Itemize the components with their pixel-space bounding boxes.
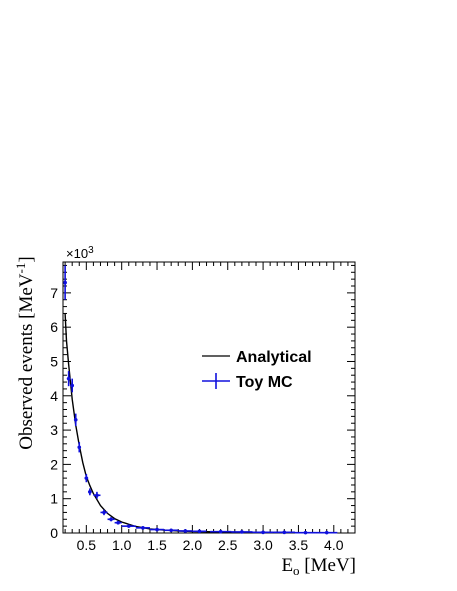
y-tick-label: 3 <box>50 422 58 438</box>
toymc-marker <box>95 493 99 498</box>
toymc-marker <box>73 417 78 422</box>
legend-label-toymc: Toy MC <box>236 374 293 391</box>
toymc-point <box>231 530 253 534</box>
x-tick-label: 2.5 <box>218 537 238 553</box>
y-tick-label: 0 <box>50 525 58 541</box>
toymc-point <box>135 526 150 530</box>
toymc-point <box>178 529 193 533</box>
y-tick-label: 2 <box>50 456 58 472</box>
toymc-marker <box>303 530 308 535</box>
series-layer <box>63 265 338 535</box>
toymc-point <box>121 524 136 528</box>
toymc-point <box>149 527 165 532</box>
y-multiplier: ×103 <box>66 245 94 261</box>
legend-label-analytical: Analytical <box>236 349 312 366</box>
toymc-marker <box>126 524 131 528</box>
axis-ticks: 0.5 1.0 1.5 2.0 2.5 3.0 3.5 4.0 0 1 2 3 4 5 6 7 <box>50 262 356 553</box>
toymc-marker <box>261 530 265 535</box>
toymc-point <box>210 529 232 534</box>
toymc-marker <box>169 528 173 533</box>
y-axis-title: Observed events [MeV-1] <box>13 256 37 449</box>
toymc-marker <box>70 383 74 388</box>
x-tick-label: 1.5 <box>147 537 167 553</box>
x-axis-title: Eo [MeV] <box>281 555 356 578</box>
y-tick-label: 4 <box>50 388 58 404</box>
toymc-marker <box>183 529 188 533</box>
toymc-marker <box>109 517 113 522</box>
toymc-marker <box>66 376 71 381</box>
toymc-point <box>273 530 295 535</box>
y-tick-label: 6 <box>50 319 58 335</box>
plot-frame <box>62 261 356 534</box>
toymc-point <box>77 442 82 453</box>
x-tick-label: 3.5 <box>289 537 309 553</box>
toymc-marker <box>77 445 82 450</box>
toymc-marker <box>324 530 329 535</box>
toymc-marker <box>240 530 244 534</box>
x-tick-label: 3.0 <box>253 537 273 553</box>
toymc-point <box>88 488 92 496</box>
legend: Analytical Toy MC <box>202 349 312 391</box>
toymc-marker <box>218 529 223 534</box>
toymc-point <box>164 528 179 533</box>
toymc-point <box>294 530 317 535</box>
toymc-marker <box>141 526 145 530</box>
series-analytical-line <box>64 313 334 534</box>
toymc-point <box>66 371 71 387</box>
y-tick-label: 7 <box>50 285 58 301</box>
toymc-point <box>114 520 122 525</box>
toymc-point <box>107 517 115 522</box>
toymc-marker <box>197 529 202 534</box>
toymc-marker <box>88 490 92 494</box>
toymc-point <box>84 473 89 483</box>
x-tick-label: 2.0 <box>183 537 203 553</box>
toymc-point <box>316 530 338 535</box>
toymc-marker <box>102 510 106 515</box>
toymc-point <box>93 491 101 499</box>
toymc-point <box>70 378 74 393</box>
toymc-marker <box>63 280 67 285</box>
y-tick-label: 1 <box>50 491 58 507</box>
toymc-marker <box>282 530 287 535</box>
x-tick-label: 1.0 <box>112 537 132 553</box>
toymc-point <box>252 530 274 535</box>
toymc-point <box>192 529 207 534</box>
toymc-point <box>63 265 67 300</box>
toymc-point <box>73 413 78 426</box>
x-tick-label: 0.5 <box>77 537 97 553</box>
y-tick-label: 5 <box>50 353 58 369</box>
toymc-point <box>100 509 108 516</box>
toymc-marker <box>116 520 120 525</box>
toymc-marker <box>84 476 89 480</box>
toymc-marker <box>155 527 159 532</box>
x-tick-label: 4.0 <box>324 537 344 553</box>
